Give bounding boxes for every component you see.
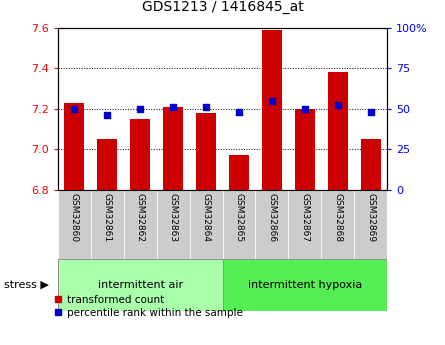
Text: intermittent hypoxia: intermittent hypoxia xyxy=(248,280,362,289)
Text: GDS1213 / 1416845_at: GDS1213 / 1416845_at xyxy=(142,0,303,14)
Bar xyxy=(229,155,249,190)
Point xyxy=(301,106,308,111)
Text: stress ▶: stress ▶ xyxy=(4,280,49,289)
Bar xyxy=(124,190,157,259)
Point xyxy=(137,106,144,111)
Bar xyxy=(321,190,354,259)
Bar xyxy=(222,259,387,310)
Text: GSM32865: GSM32865 xyxy=(235,193,243,242)
Bar xyxy=(255,190,288,259)
Point xyxy=(71,106,78,111)
Text: GSM32862: GSM32862 xyxy=(136,193,145,242)
Text: GSM32864: GSM32864 xyxy=(202,193,210,242)
Bar xyxy=(163,107,183,190)
Text: GSM32868: GSM32868 xyxy=(333,193,342,242)
Bar xyxy=(91,190,124,259)
Bar xyxy=(58,190,91,259)
Bar xyxy=(157,190,190,259)
Bar xyxy=(190,190,222,259)
Point xyxy=(268,98,275,103)
Point xyxy=(104,112,111,118)
Point xyxy=(170,104,177,110)
Text: GSM32867: GSM32867 xyxy=(300,193,309,242)
Text: GSM32863: GSM32863 xyxy=(169,193,178,242)
Point xyxy=(367,109,374,115)
Bar xyxy=(97,139,117,190)
Bar xyxy=(361,139,380,190)
Bar xyxy=(288,190,321,259)
Bar xyxy=(196,113,216,190)
Bar xyxy=(328,72,348,190)
Point xyxy=(235,109,243,115)
Bar xyxy=(130,119,150,190)
Text: intermittent air: intermittent air xyxy=(97,280,183,289)
Text: GSM32866: GSM32866 xyxy=(267,193,276,242)
Legend: transformed count, percentile rank within the sample: transformed count, percentile rank withi… xyxy=(54,295,243,318)
Bar xyxy=(65,102,84,190)
Point xyxy=(334,103,341,108)
Bar xyxy=(354,190,387,259)
Bar xyxy=(295,109,315,190)
Text: GSM32861: GSM32861 xyxy=(103,193,112,242)
Bar xyxy=(58,259,222,310)
Bar xyxy=(262,30,282,190)
Text: GSM32860: GSM32860 xyxy=(70,193,79,242)
Text: GSM32869: GSM32869 xyxy=(366,193,375,242)
Bar xyxy=(222,190,255,259)
Point xyxy=(202,104,210,110)
